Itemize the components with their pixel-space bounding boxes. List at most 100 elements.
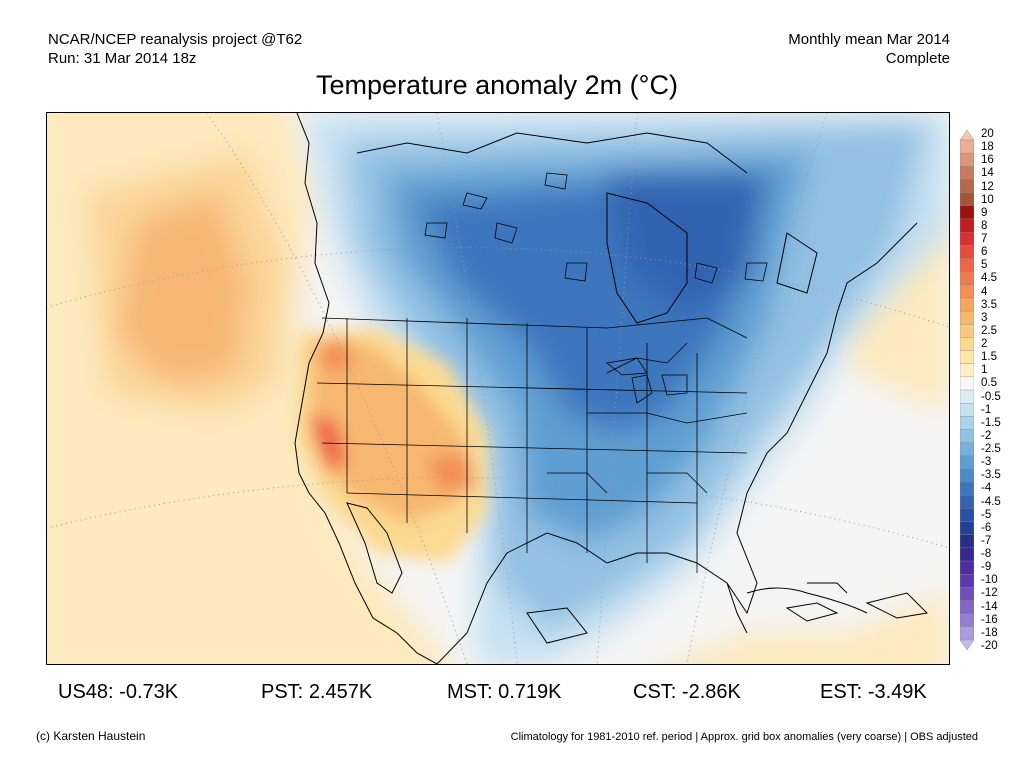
colorbar-swatch [960,574,974,588]
colorbar-swatch [960,205,974,220]
map-canvas [47,113,949,664]
model-label: NCAR/NCEP reanalysis project @T62 [48,31,303,48]
colorbar-tick-label: 2.5 [981,324,997,337]
region-label: MST: [447,681,493,703]
colorbar-swatch [960,626,974,641]
colorbar-swatch [960,130,974,141]
colorbar-tick-label: -3 [981,456,992,469]
lakes-islands [424,172,768,404]
colorbar-tick-label: 8 [981,219,988,232]
colorbar-swatch [960,310,974,325]
colorbar-swatch [960,600,974,615]
region-label: EST: [820,681,863,703]
colorbar-tick-label: 3.5 [981,298,997,311]
colorbar-swatch [960,231,974,246]
colorbar-swatch [960,521,974,536]
colorbar-tick-label: -14 [981,600,998,613]
colorbar-swatch [960,258,974,273]
regional-means: US48: -0.73K PST: 2.457K MST: 0.719K CST… [58,680,948,706]
colorbar-swatch [960,455,974,470]
region-value: 2.457K [308,681,373,703]
colorbar-tick-label: -3.5 [981,469,1001,482]
colorbar-tick-label: 20 [981,128,994,140]
colorbar-swatch [960,152,974,167]
colorbar-tick-label: -1.5 [981,416,1001,429]
colorbar-swatch [960,179,974,194]
colorbar-swatch [960,508,974,523]
colorbar-swatch [960,284,974,299]
colorbar-swatch [960,481,974,496]
region-value: -2.86K [681,681,741,703]
colorbar-tick-label: 6 [981,246,988,259]
colorbar-tick-label: -12 [981,587,998,600]
colorbar-tick-label: 1.5 [981,351,997,364]
colorbar-tick-label: 0.5 [981,377,997,390]
colorbar-swatch [960,587,974,602]
colorbar-tick-label: 1 [981,364,988,377]
run-label: Run: 31 Mar 2014 18z [48,50,197,67]
region-label: PST: [261,681,304,703]
colorbar-tick-label: 16 [981,154,994,167]
header-left: NCAR/NCEP reanalysis project @T62 Run: 3… [48,30,302,68]
region-mst: MST: 0.719K [447,680,562,704]
colorbar-swatch [960,218,974,233]
graticule [47,113,949,664]
colorbar-tick-label: -9 [981,561,992,574]
map-title: Temperature anomaly 2m (°C) [316,70,678,100]
region-value: 0.719K [498,681,562,703]
region-label: CST: [633,681,677,703]
colorbar-swatch [960,297,974,312]
colorbar-tick-label: -2.5 [981,443,1001,456]
colorbar-tick-label: -0.5 [981,390,1001,403]
colorbar-swatch [960,560,974,575]
colorbar-swatch [960,613,974,628]
colorbar-swatch [960,192,974,207]
coastlines [294,113,929,664]
colorbar-swatch [960,389,974,404]
colorbar-swatch [960,495,974,510]
colorbar-tick-label: -2 [981,429,992,442]
colorbar-tick-label: 18 [981,141,994,154]
colorbar-swatch [960,245,974,260]
status-label: Complete [885,50,950,67]
header-right: Monthly mean Mar 2014 Complete [788,30,950,68]
colorbar-tick-label: -10 [981,574,998,587]
colorbar-tick-label: 7 [981,233,988,246]
colorbar-tick-label: -6 [981,521,992,534]
colorbar-tick-label: 12 [981,180,994,193]
colorbar-tick-label: 9 [981,206,988,219]
colorbar-tick-label: 10 [981,193,994,206]
colorbar-swatch [960,324,974,338]
colorbar-tick-label: 4.5 [981,272,997,285]
colorbar-swatch [960,337,974,352]
colorbar-swatch [960,376,974,391]
colorbar-tick-label: 3 [981,311,988,324]
colorbar-swatch [960,402,974,417]
colorbar-tick-label: -7 [981,534,992,547]
region-value: -0.73K [119,681,179,703]
region-est: EST: -3.49K [820,680,927,704]
colorbar-tick-label: -16 [981,613,998,626]
colorbar-swatch [960,639,974,650]
colorbar-tick-label: -4 [981,482,992,495]
colorbar-swatch [960,468,974,483]
region-cst: CST: -2.86K [633,680,741,704]
state-borders [316,317,748,573]
colorbar-tick-label: -1 [981,403,992,416]
colorbar-tick-label: 5 [981,259,988,272]
region-us48: US48: -0.73K [58,680,178,704]
credit: (c) Karsten Haustein [36,729,146,743]
colorbar-tick-label: 4 [981,285,988,298]
region-pst: PST: 2.457K [261,680,372,704]
colorbar-swatch [960,166,974,181]
footnote: Climatology for 1981-2010 ref. period | … [510,731,978,743]
colorbar-tick-label: -18 [981,626,998,639]
colorbar-swatch [960,350,974,365]
colorbar-swatch [960,442,974,457]
region-label: US48: [58,681,114,703]
period-label: Monthly mean Mar 2014 [788,31,950,48]
colorbar-swatch [960,139,974,154]
anomaly-field [47,113,949,664]
colorbar-swatch [960,534,974,549]
colorbar-swatch [960,363,974,378]
